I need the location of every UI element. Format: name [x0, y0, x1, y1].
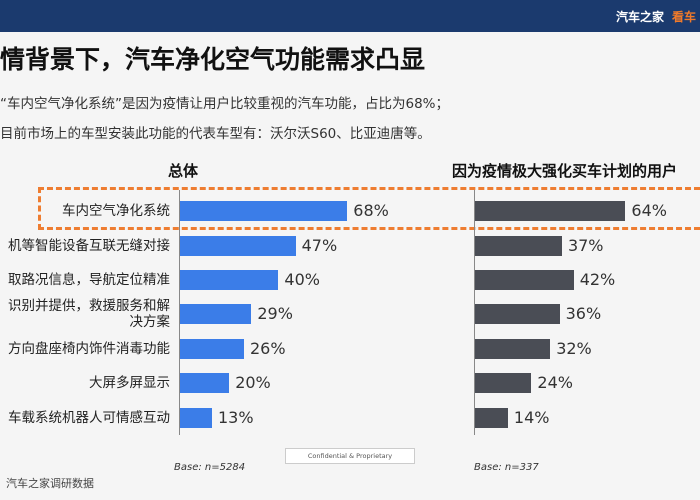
chart-title-overall: 总体: [168, 162, 199, 180]
bar-pandemic-buyers: [475, 236, 562, 256]
value-label-pandemic-buyers: 42%: [579, 270, 616, 289]
bar-overall: [180, 236, 296, 256]
category-label-line: 车内空气净化系统: [62, 203, 170, 219]
category-label: 取路况信息，导航定位精准: [0, 272, 170, 288]
bar-pandemic-buyers: [475, 304, 560, 324]
category-label-line: 车载系统机器人可情感互动: [8, 410, 170, 426]
bullet-1: “车内空气净化系统”是因为疫情让用户比较重视的汽车功能，占比为68%；: [0, 96, 449, 112]
value-label-pandemic-buyers: 32%: [556, 339, 592, 358]
value-label-pandemic-buyers: 37%: [567, 236, 604, 255]
value-label-pandemic-buyers: 14%: [513, 408, 550, 427]
category-label-line: 决方案: [129, 314, 171, 330]
axis-line-overall: [179, 190, 180, 435]
source-note: 汽车之家调研数据: [6, 477, 94, 490]
bar-pandemic-buyers: [475, 373, 532, 393]
confidential-label: Confidential & Proprietary: [285, 448, 415, 464]
value-label-overall: 68%: [353, 201, 389, 220]
highlight-box: [38, 187, 700, 230]
value-label-overall: 47%: [301, 236, 338, 255]
bar-pandemic-buyers: [475, 339, 551, 359]
value-label-overall: 13%: [217, 408, 254, 427]
value-label-overall: 20%: [235, 373, 271, 392]
category-label-line: 方向盘座椅内饰件消毒功能: [8, 341, 170, 357]
category-label: 机等智能设备互联无缝对接: [0, 238, 170, 254]
bar-pandemic-buyers: [475, 270, 574, 290]
axis-line-pandemic-buyers: [474, 190, 475, 435]
category-label-line: 大屏多屏显示: [89, 375, 170, 391]
category-label-line: 识别并提供，救援服务和解: [8, 298, 170, 314]
value-label-pandemic-buyers: 24%: [537, 373, 573, 392]
category-label: 大屏多屏显示: [0, 375, 170, 391]
base-label-overall: Base: n=5284: [174, 462, 246, 473]
value-label-overall: 26%: [249, 339, 286, 358]
category-label: 车载系统机器人可情感互动: [0, 410, 170, 426]
value-label-pandemic-buyers: 36%: [565, 304, 602, 323]
category-label: 识别并提供，救援服务和解 决方案: [0, 298, 170, 330]
bar-overall: [180, 270, 279, 290]
brand-logo-text: 汽车之家: [615, 10, 664, 24]
bar-pandemic-buyers: [475, 201, 626, 221]
category-label-line: 取路况信息，导航定位精准: [8, 272, 170, 288]
bullet-2: 目前市场上的车型安装此功能的代表车型有：沃尔沃S60、比亚迪唐等。: [0, 126, 431, 142]
value-label-overall: 29%: [257, 304, 293, 323]
brand-cut-text: 看车: [671, 10, 696, 24]
bar-overall: [180, 201, 348, 221]
category-label: 车内空气净化系统: [0, 203, 170, 219]
bar-overall: [180, 408, 212, 428]
page-title: 情背景下，汽车净化空气功能需求凸显: [0, 45, 426, 74]
value-label-pandemic-buyers: 64%: [631, 201, 667, 220]
header-bar: 汽车之家 看车: [0, 0, 700, 32]
category-label: 方向盘座椅内饰件消毒功能: [0, 341, 170, 357]
category-label-line: 机等智能设备互联无缝对接: [8, 238, 170, 254]
bar-overall: [180, 339, 244, 359]
chart-title-pandemic-buyers: 因为疫情极大强化买车计划的用户: [452, 162, 678, 180]
bar-pandemic-buyers: [475, 408, 508, 428]
bar-overall: [180, 304, 252, 324]
bar-overall: [180, 373, 230, 393]
base-label-pandemic-buyers: Base: n=337: [474, 462, 539, 473]
value-label-overall: 40%: [284, 270, 320, 289]
